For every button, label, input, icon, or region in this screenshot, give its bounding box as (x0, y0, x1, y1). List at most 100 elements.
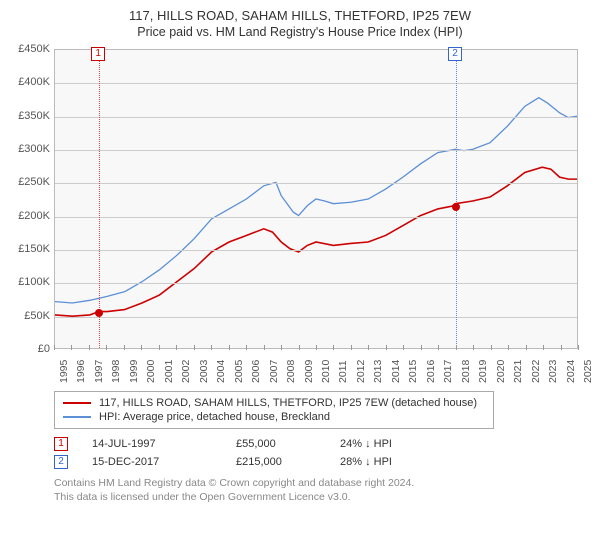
y-axis-label: £450K (18, 43, 50, 55)
x-axis-label: 1995 (58, 360, 70, 383)
x-tick (89, 345, 90, 350)
legend-label: HPI: Average price, detached house, Brec… (99, 411, 330, 423)
transaction-price: £215,000 (236, 456, 316, 468)
transaction-relative: 24% ↓ HPI (340, 438, 440, 450)
x-tick (386, 345, 387, 350)
y-axis-label: £200K (18, 210, 50, 222)
y-gridline (55, 117, 577, 118)
line-series (55, 50, 577, 348)
y-gridline (55, 217, 577, 218)
x-axis-label: 2006 (250, 360, 262, 383)
x-tick (403, 345, 404, 350)
x-axis-label: 2007 (268, 360, 280, 383)
x-axis-label: 2025 (582, 360, 594, 383)
x-axis-label: 2013 (372, 360, 384, 383)
x-axis-label: 2020 (495, 360, 507, 383)
y-axis-label: £0 (38, 343, 50, 355)
x-tick (299, 345, 300, 350)
x-tick (194, 345, 195, 350)
transaction-marker: 1 (54, 437, 68, 451)
x-tick (316, 345, 317, 350)
x-tick (508, 345, 509, 350)
legend-item: HPI: Average price, detached house, Brec… (63, 410, 485, 424)
series-line-hpi (55, 98, 577, 303)
transaction-dot (452, 203, 460, 211)
legend-swatch (63, 402, 91, 404)
transaction-date: 15-DEC-2017 (92, 456, 212, 468)
x-tick (456, 345, 457, 350)
annotation-vline (456, 50, 457, 348)
legend-swatch (63, 416, 91, 418)
x-axis-label: 2002 (180, 360, 192, 383)
y-axis-label: £350K (18, 110, 50, 122)
series-line-price_paid (55, 167, 577, 316)
x-axis-label: 2018 (460, 360, 472, 383)
y-axis-label: £300K (18, 143, 50, 155)
x-tick (71, 345, 72, 350)
x-axis-label: 2000 (145, 360, 157, 383)
y-gridline (55, 283, 577, 284)
annotation-marker: 2 (448, 47, 462, 61)
x-axis-label: 2017 (442, 360, 454, 383)
attribution-footer: Contains HM Land Registry data © Crown c… (54, 477, 590, 504)
y-axis-label: £250K (18, 176, 50, 188)
x-axis-label: 2004 (215, 360, 227, 383)
y-gridline (55, 317, 577, 318)
x-axis-label: 2003 (198, 360, 210, 383)
transaction-row: 114-JUL-1997£55,00024% ↓ HPI (54, 435, 590, 453)
transaction-relative: 28% ↓ HPI (340, 456, 440, 468)
footer-line: Contains HM Land Registry data © Crown c… (54, 477, 590, 491)
plot (54, 49, 578, 349)
transaction-row: 2 15-DEC-2017 £215,000 28% ↓ HPI (54, 453, 590, 471)
x-tick (124, 345, 125, 350)
x-axis-label: 1996 (75, 360, 87, 383)
x-tick (561, 345, 562, 350)
transaction-dot (95, 309, 103, 317)
x-axis-label: 2011 (337, 360, 349, 383)
x-axis-label: 2016 (425, 360, 437, 383)
x-tick (491, 345, 492, 350)
transaction-table: 114-JUL-1997£55,00024% ↓ HPI215-DEC-2017… (54, 435, 590, 471)
x-tick (141, 345, 142, 350)
x-tick (351, 345, 352, 350)
x-axis-label: 2001 (163, 360, 175, 383)
x-axis-label: 2009 (303, 360, 315, 383)
transaction-date: 14-JUL-1997 (92, 438, 212, 450)
y-axis-label: £50K (24, 310, 50, 322)
x-tick (264, 345, 265, 350)
x-tick (526, 345, 527, 350)
x-tick (473, 345, 474, 350)
x-tick (159, 345, 160, 350)
x-axis-label: 1998 (110, 360, 122, 383)
y-gridline (55, 150, 577, 151)
chart-title: 117, HILLS ROAD, SAHAM HILLS, THETFORD, … (10, 8, 590, 23)
y-axis-label: £150K (18, 243, 50, 255)
legend: 117, HILLS ROAD, SAHAM HILLS, THETFORD, … (54, 391, 494, 429)
y-gridline (55, 250, 577, 251)
chart-area: £0£50K£100K£150K£200K£250K£300K£350K£400… (10, 45, 590, 385)
y-gridline (55, 183, 577, 184)
x-axis-label: 2014 (390, 360, 402, 383)
x-tick (246, 345, 247, 350)
chart-subtitle: Price paid vs. HM Land Registry's House … (10, 25, 590, 39)
x-tick (578, 345, 579, 350)
x-axis-label: 2021 (512, 360, 524, 383)
x-tick (368, 345, 369, 350)
x-axis-label: 2024 (565, 360, 577, 383)
x-axis-label: 2010 (320, 360, 332, 383)
transaction-marker: 2 (54, 455, 68, 469)
x-tick (281, 345, 282, 350)
x-tick (229, 345, 230, 350)
legend-item: 117, HILLS ROAD, SAHAM HILLS, THETFORD, … (63, 396, 485, 410)
x-tick (333, 345, 334, 350)
x-axis-label: 2005 (233, 360, 245, 383)
x-tick (421, 345, 422, 350)
x-tick (176, 345, 177, 350)
x-tick (211, 345, 212, 350)
annotation-vline (99, 50, 100, 348)
x-axis-label: 2019 (477, 360, 489, 383)
x-axis-label: 2012 (355, 360, 367, 383)
x-axis-label: 2015 (407, 360, 419, 383)
y-axis-label: £400K (18, 76, 50, 88)
y-gridline (55, 83, 577, 84)
